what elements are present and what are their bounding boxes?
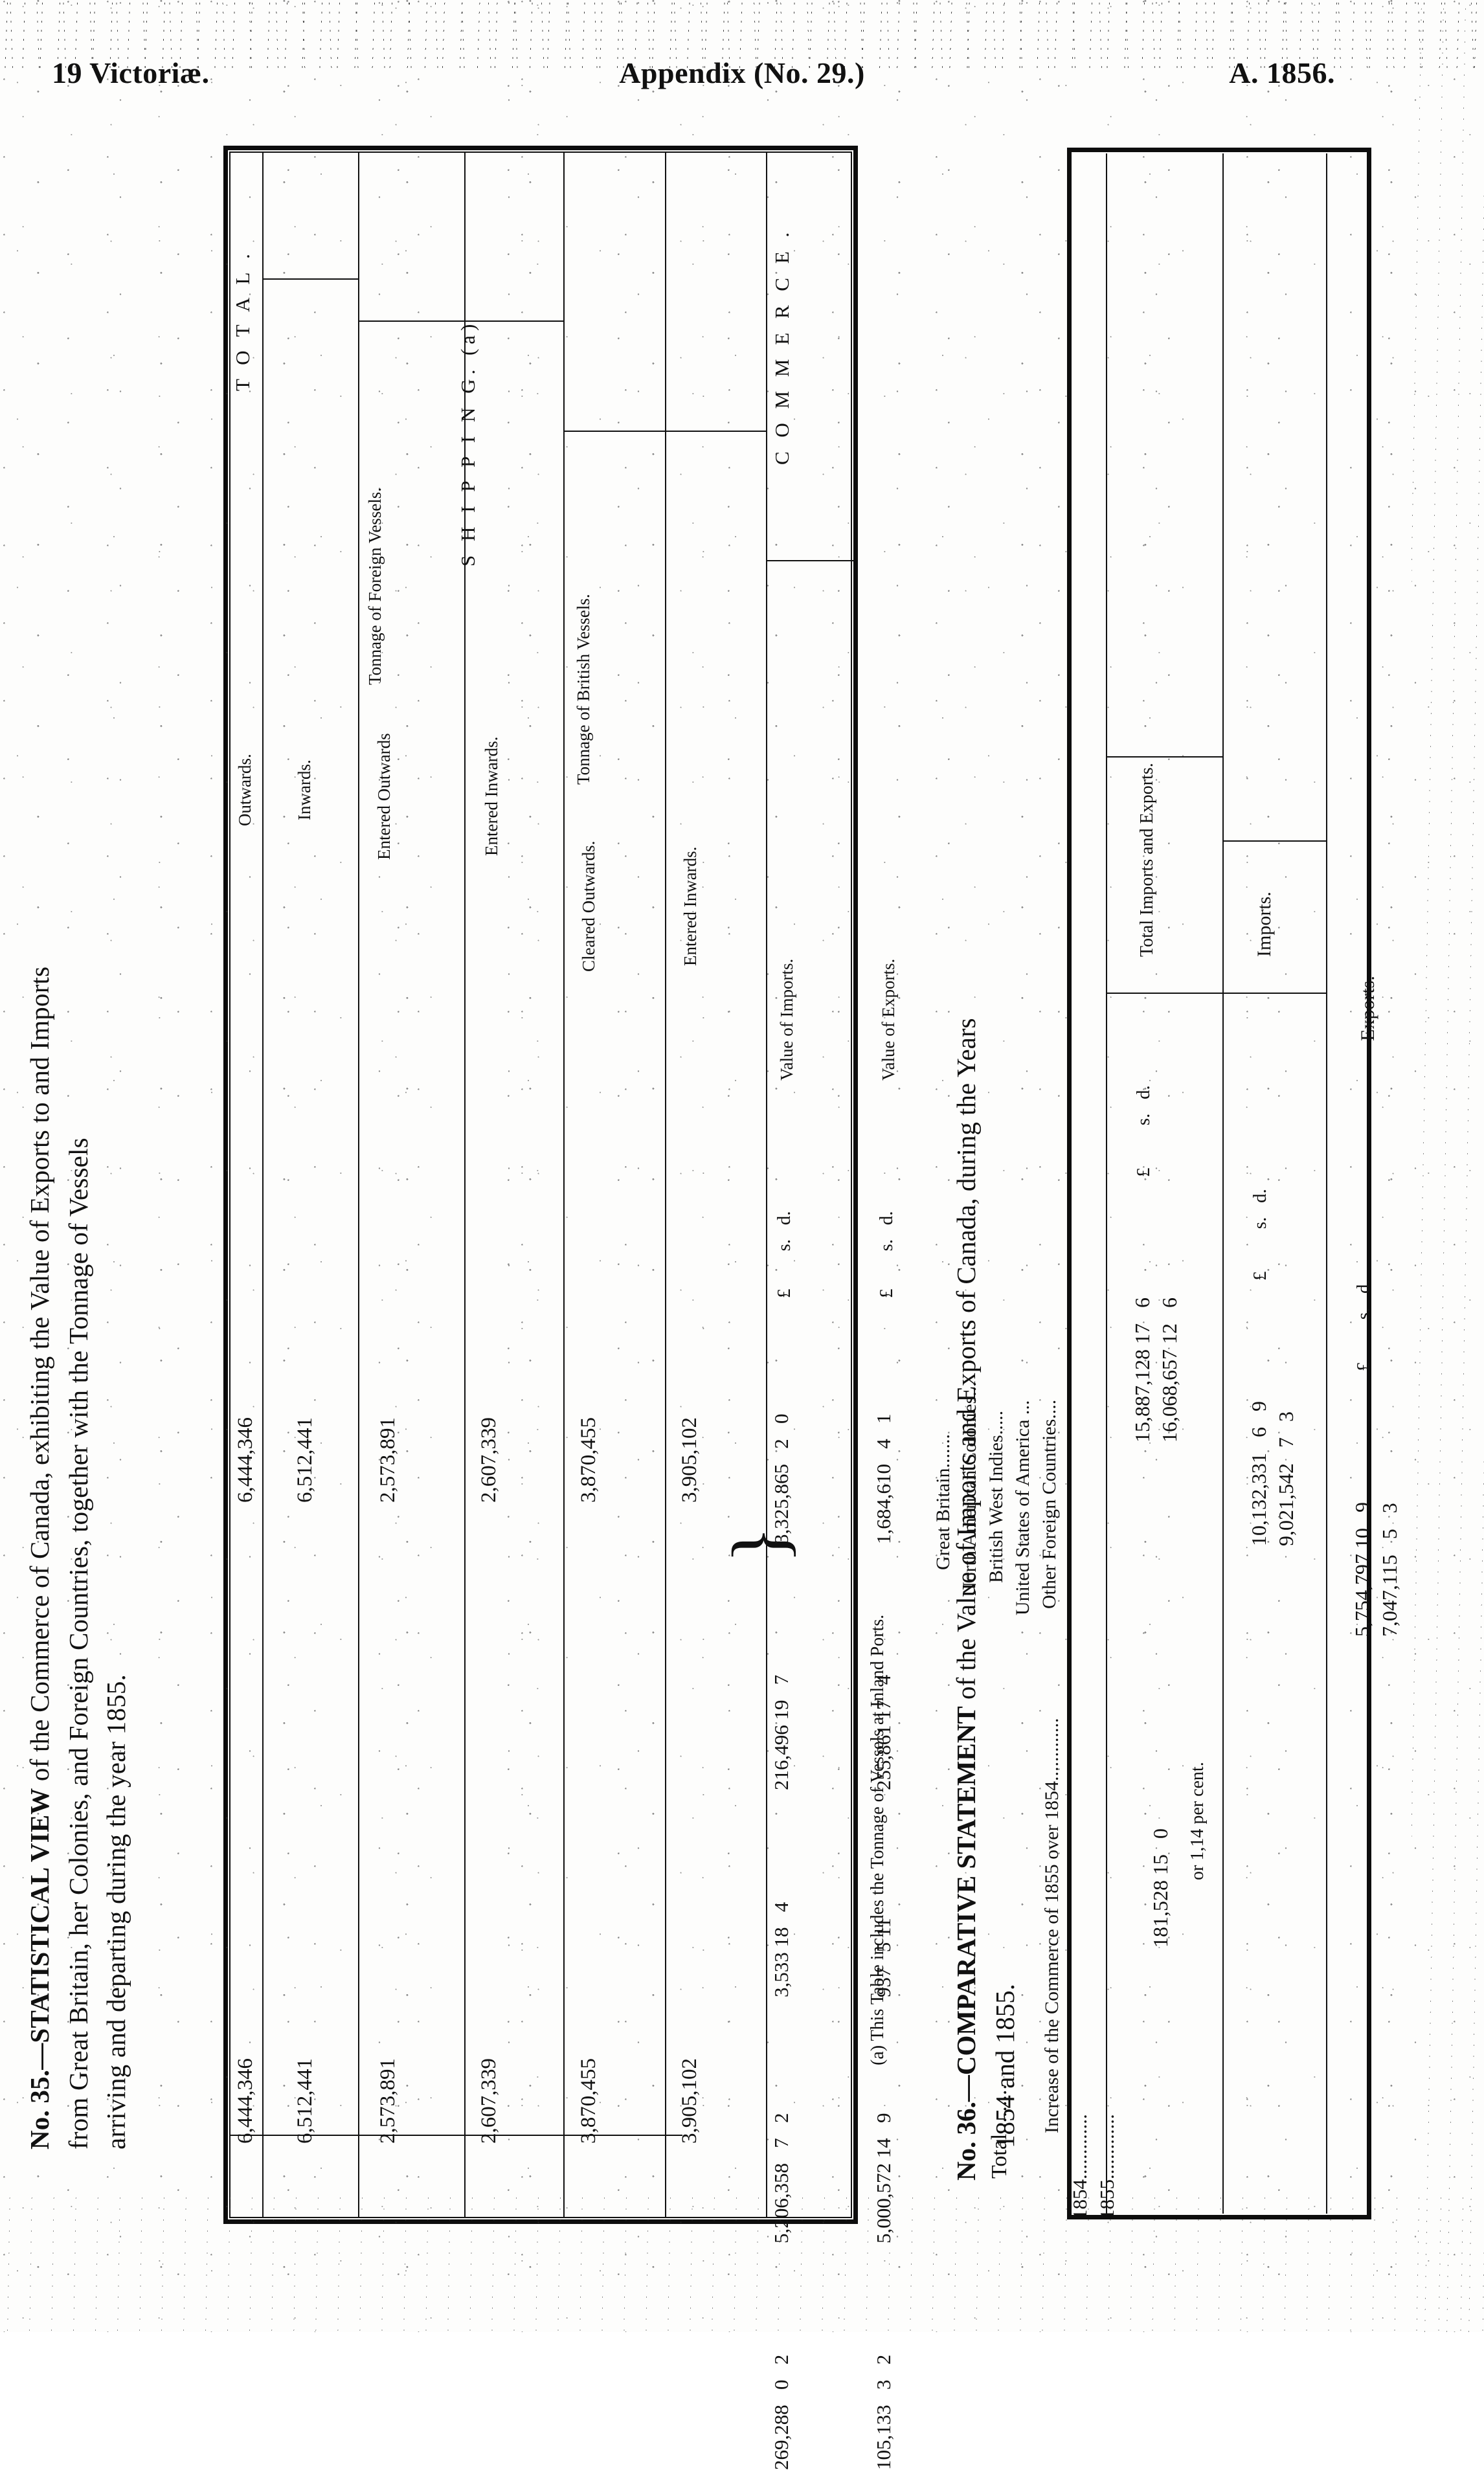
group-commerce-header: C O M M E R C E . xyxy=(770,227,793,466)
col-foreign-entered-outwards: Entered Outwards xyxy=(374,733,394,860)
imports-row-0: 3,325,865 2 0 xyxy=(770,1413,793,1545)
table35-caption-line2: from Great Britain, her Colonies, and Fo… xyxy=(63,1138,93,2150)
table36-title-caps: COMPARATIVE STATEMENT xyxy=(951,1706,981,2076)
running-head-right: A. 1856. xyxy=(1229,56,1335,89)
t36-exports-1855: 7,047,115 5 3 xyxy=(1378,1503,1401,1637)
t36-exports-money-header: £ s. d. xyxy=(1353,1279,1374,1371)
col-british-cleared-outwards: Cleared Outwards. xyxy=(579,840,598,972)
t36-col-imports: Imports. xyxy=(1254,892,1275,958)
group-shipping-header: S H I P P I N G. (a) xyxy=(456,319,479,567)
paper-right-speckle xyxy=(1411,0,1484,2332)
t36-total-1855: 16,068,657 12 6 xyxy=(1158,1297,1181,1443)
col-value-of-exports: Value of Exports. xyxy=(879,958,898,1081)
t36-percent-note: or 1,14 per cent. xyxy=(1187,1762,1208,1881)
imports-row-1: 216,496 19 7 xyxy=(770,1674,793,1790)
brace-shipping: } xyxy=(716,1526,802,1564)
t36-total-money-header: £ s. d. xyxy=(1133,1085,1154,1177)
imports-money-header: £ s. d. xyxy=(774,1211,794,1298)
col-british-entered-inwards: Entered Inwards. xyxy=(680,846,700,967)
running-head-left: 19 Victoriæ. xyxy=(52,56,210,89)
t36-year-1854: 1854............. xyxy=(1068,2114,1091,2219)
table35-footnote: (a) This Table includes the Tonnage of V… xyxy=(868,1614,888,2065)
total-foreign-entered-outwards: 2,573,891 xyxy=(376,2058,399,2144)
total-british-entered-inwards: 3,905,102 xyxy=(678,2058,701,2144)
t36-increase-total: 181,528 15 0 xyxy=(1149,1828,1172,1948)
col-value-of-imports: Value of Imports. xyxy=(777,958,796,1081)
col-total-inwards: Inwards. xyxy=(295,759,314,820)
value-foreign-entered-inwards: 2,607,339 xyxy=(477,1417,500,1503)
table35-title-caps: STATISTICAL VIEW xyxy=(25,1788,54,2043)
table35-caption: No. 35.—STATISTICAL VIEW of the Commerce… xyxy=(6,123,201,2150)
imports-row-4: 269,288 0 2 xyxy=(770,2354,793,2470)
t36-col-total: Total Imports and Exports. xyxy=(1137,763,1157,957)
table36-caption-line1: No. 36.—COMPARATIVE STATEMENT of the Val… xyxy=(950,970,982,2181)
imports-row-2: 3,533 18 4 xyxy=(770,1902,793,1997)
total-british-cleared-outwards: 3,870,455 xyxy=(577,2058,600,2144)
t36-rule-sep1 xyxy=(1106,756,1222,758)
table36-caption-line2: 1854 and 1855. xyxy=(990,1984,1020,2148)
rule-e xyxy=(665,153,666,2218)
exports-row-4: 105,133 3 2 xyxy=(872,2354,895,2470)
value-british-entered-inwards: 3,905,102 xyxy=(678,1417,701,1503)
table35-title-rest1: of the Commerce of Canada, exhibiting th… xyxy=(25,966,54,1788)
rule-f xyxy=(766,153,767,2218)
value-total-inwards: 6,512,441 xyxy=(293,1417,317,1503)
total-total-outwards: 6,444,346 xyxy=(234,2058,257,2144)
col-foreign-vessels: Tonnage of Foreign Vessels. xyxy=(365,487,385,685)
table35-number: No. 35.— xyxy=(25,2043,54,2150)
t36-rule-c xyxy=(1326,153,1327,2214)
rule-a xyxy=(262,153,264,2218)
table36-title-rest: of the Value of Imports and Exports of C… xyxy=(951,1018,981,1707)
table35: T O T A L . S H I P P I N G. (a) C O M M… xyxy=(223,146,1060,2470)
imports-row-3: 5,206,358 7 2 xyxy=(770,2113,793,2244)
t36-increase-label: Increase of the Commerce of 1855 over 18… xyxy=(1041,1718,1062,2133)
total-total-inwards: 6,512,441 xyxy=(293,2058,317,2144)
t36-year-1855: 1855............. xyxy=(1096,2114,1118,2219)
t36-col-exports: Exports. xyxy=(1357,976,1378,1042)
table35-caption-line1: No. 35.—STATISTICAL VIEW of the Commerce… xyxy=(25,123,55,2150)
t36-rule-a xyxy=(1106,153,1107,2214)
rule-sub-commerce xyxy=(766,560,853,561)
table35-border-inner xyxy=(229,152,852,2218)
rule-sub-total xyxy=(262,278,358,280)
running-head-center: Appendix (No. 29.) xyxy=(619,56,865,89)
running-head: 19 Victoriæ. Appendix (No. 29.) A. 1856. xyxy=(0,56,1484,96)
total-foreign-entered-inwards: 2,607,339 xyxy=(477,2058,500,2144)
col-british-vessels: Tonnage of British Vessels. xyxy=(574,594,593,785)
table36: Total Imports and Exports. Imports. Expo… xyxy=(1067,148,1401,2219)
col-total-outwards: Outwards. xyxy=(235,754,254,826)
t36-rule-sep3 xyxy=(1106,993,1222,994)
rule-d xyxy=(563,153,565,2218)
value-total-outwards: 6,444,346 xyxy=(234,1417,257,1503)
rule-b2 xyxy=(358,153,359,2218)
table36-number: No. 36.— xyxy=(951,2075,981,2181)
table35-caption-line3: arriving and departing during the year 1… xyxy=(101,1674,131,2150)
t36-rule-sep5 xyxy=(1106,1727,1107,1729)
value-british-cleared-outwards: 3,870,455 xyxy=(577,1417,600,1503)
rule-sub-ship2 xyxy=(563,431,766,432)
rule-v0 xyxy=(223,152,226,2218)
value-foreign-entered-outwards: 2,573,891 xyxy=(376,1417,399,1503)
t36-rule-b xyxy=(1222,153,1224,2214)
t36-imports-1855: 9,021,542 7 3 xyxy=(1274,1411,1298,1546)
exports-money-header: £ s. d. xyxy=(876,1211,897,1298)
t36-imports-money-header: £ s. d. xyxy=(1250,1189,1270,1281)
group-total-header: T O T A L . xyxy=(231,249,254,392)
col-foreign-entered-inwards: Entered Inwards. xyxy=(482,736,501,857)
